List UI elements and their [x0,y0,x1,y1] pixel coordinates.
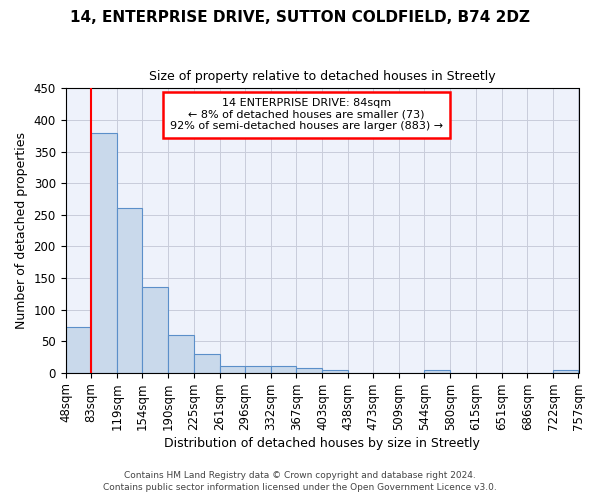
Bar [91,132,117,372]
Bar [194,354,220,372]
Bar [142,287,168,372]
Text: Contains HM Land Registry data © Crown copyright and database right 2024.
Contai: Contains HM Land Registry data © Crown c… [103,471,497,492]
Text: 14 ENTERPRISE DRIVE: 84sqm
← 8% of detached houses are smaller (73)
92% of semi-: 14 ENTERPRISE DRIVE: 84sqm ← 8% of detac… [170,98,443,132]
Bar [553,370,578,372]
Bar [245,366,271,372]
X-axis label: Distribution of detached houses by size in Streetly: Distribution of detached houses by size … [164,437,480,450]
Bar [322,370,347,372]
Title: Size of property relative to detached houses in Streetly: Size of property relative to detached ho… [149,70,496,83]
Bar [424,370,451,372]
Y-axis label: Number of detached properties: Number of detached properties [15,132,28,329]
Bar [271,366,296,372]
Bar [117,208,142,372]
Bar [168,336,194,372]
Bar [296,368,322,372]
Text: 14, ENTERPRISE DRIVE, SUTTON COLDFIELD, B74 2DZ: 14, ENTERPRISE DRIVE, SUTTON COLDFIELD, … [70,10,530,25]
Bar [220,366,245,372]
Bar [65,326,91,372]
